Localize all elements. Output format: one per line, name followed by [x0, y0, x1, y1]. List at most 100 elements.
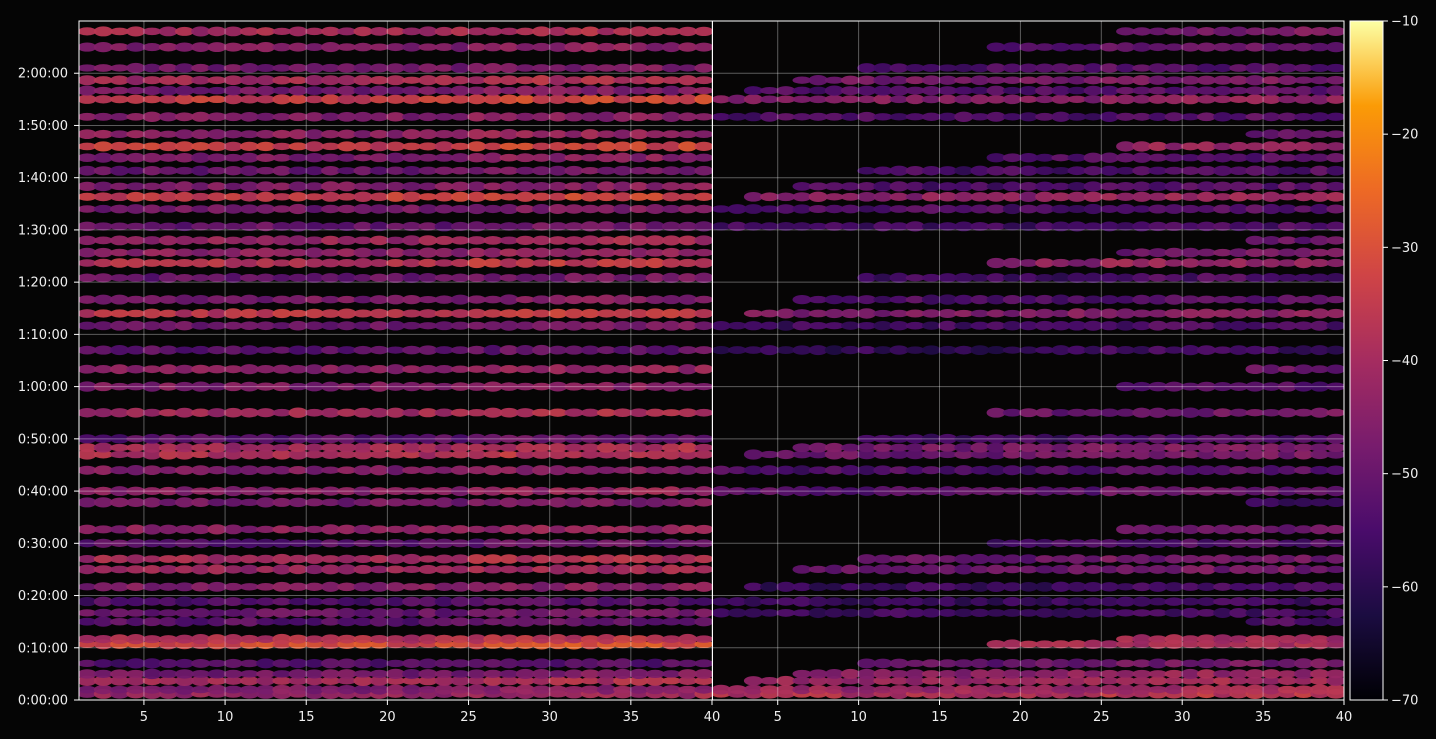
heatmap-cell	[792, 309, 812, 318]
heatmap-cell	[272, 64, 292, 72]
heatmap-cell	[1132, 609, 1152, 617]
heatmap-cell	[499, 193, 519, 201]
heatmap-cell	[223, 524, 243, 535]
heatmap-cell	[1326, 524, 1344, 534]
heatmap-cell	[713, 345, 731, 355]
heatmap-cell	[1083, 442, 1103, 453]
heatmap-cell	[629, 235, 649, 246]
heatmap-cell	[1035, 433, 1055, 444]
heatmap-cell	[1164, 112, 1184, 122]
heatmap-cell	[402, 204, 422, 214]
heatmap-cell	[207, 95, 227, 104]
heatmap-cell	[1245, 321, 1265, 330]
heatmap-cell	[613, 685, 633, 694]
heatmap-cell	[418, 272, 438, 283]
heatmap-cell	[548, 345, 568, 355]
heatmap-cell	[1197, 181, 1216, 192]
heatmap-cell	[1067, 658, 1087, 669]
heatmap-cell	[1051, 658, 1071, 668]
heatmap-cell	[1245, 409, 1265, 417]
heatmap-cell	[678, 434, 698, 444]
heatmap-cell	[1035, 538, 1055, 548]
heatmap-cell	[1277, 658, 1297, 669]
heatmap-cell	[1116, 635, 1136, 643]
heatmap-cell	[353, 465, 373, 476]
heatmap-cell	[713, 320, 731, 331]
y-tick-label: 2:00:00	[18, 67, 68, 82]
heatmap-cell	[337, 295, 357, 304]
heatmap-cell	[1245, 538, 1265, 549]
heatmap-cell	[1164, 608, 1184, 618]
heatmap-cell	[841, 95, 860, 104]
heatmap-cell	[402, 165, 422, 176]
heatmap-cell	[337, 63, 357, 73]
heatmap-cell	[727, 487, 747, 496]
heatmap-cell	[1019, 76, 1038, 84]
heatmap-cell	[175, 166, 194, 175]
heatmap-cell	[418, 182, 438, 191]
heatmap-cell	[207, 581, 227, 592]
heatmap-cell	[873, 596, 893, 607]
heatmap-cell	[142, 236, 162, 245]
heatmap-cell	[1245, 192, 1265, 201]
heatmap-cell	[1245, 273, 1265, 283]
heatmap-cell	[1116, 248, 1136, 257]
heatmap-cell	[288, 112, 308, 122]
heatmap-cell	[1310, 130, 1330, 138]
heatmap-cell	[1067, 221, 1087, 232]
heatmap-cell	[1148, 581, 1168, 592]
heatmap-cell	[515, 204, 535, 214]
heatmap-cell	[321, 608, 341, 618]
heatmap-cell	[873, 434, 893, 443]
heatmap-cell	[223, 272, 243, 283]
heatmap-cell	[402, 27, 422, 36]
heatmap-cell	[661, 635, 681, 643]
heatmap-cell	[191, 42, 211, 52]
heatmap-cell	[629, 442, 649, 453]
heatmap-cell	[1245, 152, 1265, 163]
heatmap-cell	[256, 191, 276, 202]
heatmap-cell	[1116, 659, 1136, 668]
heatmap-cell	[353, 94, 373, 105]
heatmap-cell	[1083, 308, 1103, 319]
heatmap-cell	[645, 153, 665, 162]
heatmap-cell	[889, 607, 909, 618]
heatmap-cell	[824, 608, 844, 618]
heatmap-cell	[126, 112, 146, 121]
heatmap-cell	[808, 321, 828, 330]
heatmap-cell	[597, 609, 616, 617]
heatmap-cell	[239, 659, 259, 668]
heatmap-cell	[1229, 564, 1249, 574]
heatmap-cell	[1326, 539, 1344, 548]
heatmap-cell	[597, 408, 616, 417]
heatmap-cell	[369, 498, 389, 507]
heatmap-cell	[532, 344, 552, 356]
heatmap-cell	[239, 676, 259, 686]
heatmap-cell	[1051, 182, 1071, 191]
heatmap-cell	[434, 321, 454, 331]
heatmap-cell	[402, 94, 422, 105]
heatmap-cell	[938, 596, 958, 607]
heatmap-cell	[694, 443, 712, 452]
heatmap-cell	[1277, 554, 1297, 564]
heatmap-cell	[93, 86, 113, 95]
heatmap-cell	[1148, 94, 1168, 104]
heatmap-cell	[1197, 345, 1216, 355]
heatmap-cell	[386, 129, 405, 139]
heatmap-cell	[1083, 597, 1103, 606]
heatmap-cell	[986, 407, 1006, 418]
heatmap-cell	[1310, 235, 1330, 246]
heatmap-cell	[661, 141, 681, 152]
heatmap-cell	[1148, 564, 1168, 574]
heatmap-cell	[1245, 204, 1265, 214]
heatmap-cell	[223, 236, 243, 245]
heatmap-cell	[986, 581, 1006, 592]
heatmap-cell	[1213, 320, 1233, 331]
heatmap-cell	[645, 685, 665, 695]
heatmap-cell	[743, 684, 763, 695]
heatmap-cell	[1002, 465, 1022, 476]
heatmap-cell	[613, 525, 633, 534]
heatmap-cell	[402, 142, 422, 151]
heatmap-panel-left	[79, 21, 712, 700]
heatmap-cell	[402, 684, 422, 695]
